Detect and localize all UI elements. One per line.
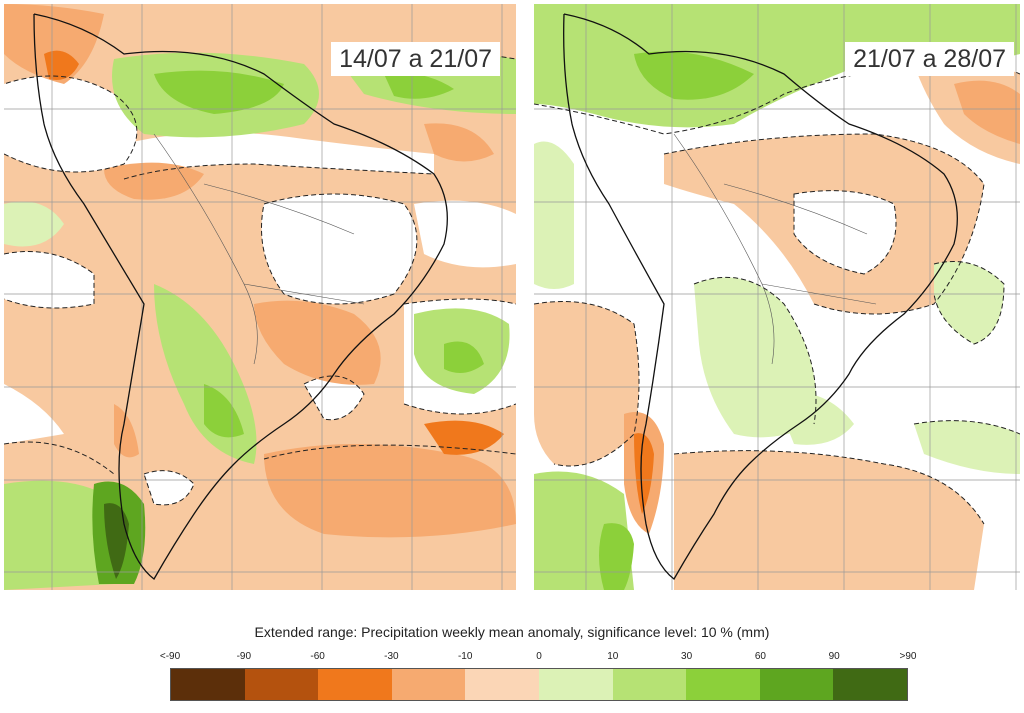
legend-tick-label: 30: [681, 651, 693, 662]
period-label: 14/07 a 21/07: [331, 42, 500, 76]
legend-swatch: [538, 669, 613, 700]
legend-tick-label: 0: [536, 651, 542, 662]
legend-tick-label: -10: [457, 651, 473, 662]
legend-tick-label: -60: [310, 651, 325, 662]
legend-tick-labels: <-90 -90 -60 -30 -10 0 10 30 60 90 >90: [0, 651, 1024, 665]
legend-swatch: [244, 669, 319, 700]
anomaly-map-week-1: [4, 4, 516, 590]
legend-tick-label: 60: [754, 651, 766, 662]
legend-tick-label: >90: [899, 651, 917, 662]
legend-tick-label: <-90: [159, 651, 181, 662]
legend-swatch: [612, 669, 687, 700]
legend-swatch: [391, 669, 466, 700]
legend-color-bar: [170, 668, 908, 701]
legend-swatch: [686, 669, 760, 700]
anomaly-map-week-2: [534, 4, 1020, 590]
map-panel-week-1: 14/07 a 21/07: [4, 4, 516, 590]
legend-swatch: [318, 669, 392, 700]
legend-tick-label: 90: [828, 651, 840, 662]
map-panel-week-2: 21/07 a 28/07: [534, 4, 1020, 590]
legend-swatch: [171, 669, 245, 700]
legend-tick-label: 10: [607, 651, 619, 662]
period-label: 21/07 a 28/07: [845, 42, 1014, 76]
legend-swatch: [759, 669, 834, 700]
legend-tick-label: -90: [236, 651, 252, 662]
legend-swatch: [833, 669, 907, 700]
legend-title: Extended range: Precipitation weekly mea…: [254, 624, 770, 640]
legend-swatch: [465, 669, 539, 700]
legend-tick-label: -30: [384, 651, 399, 662]
